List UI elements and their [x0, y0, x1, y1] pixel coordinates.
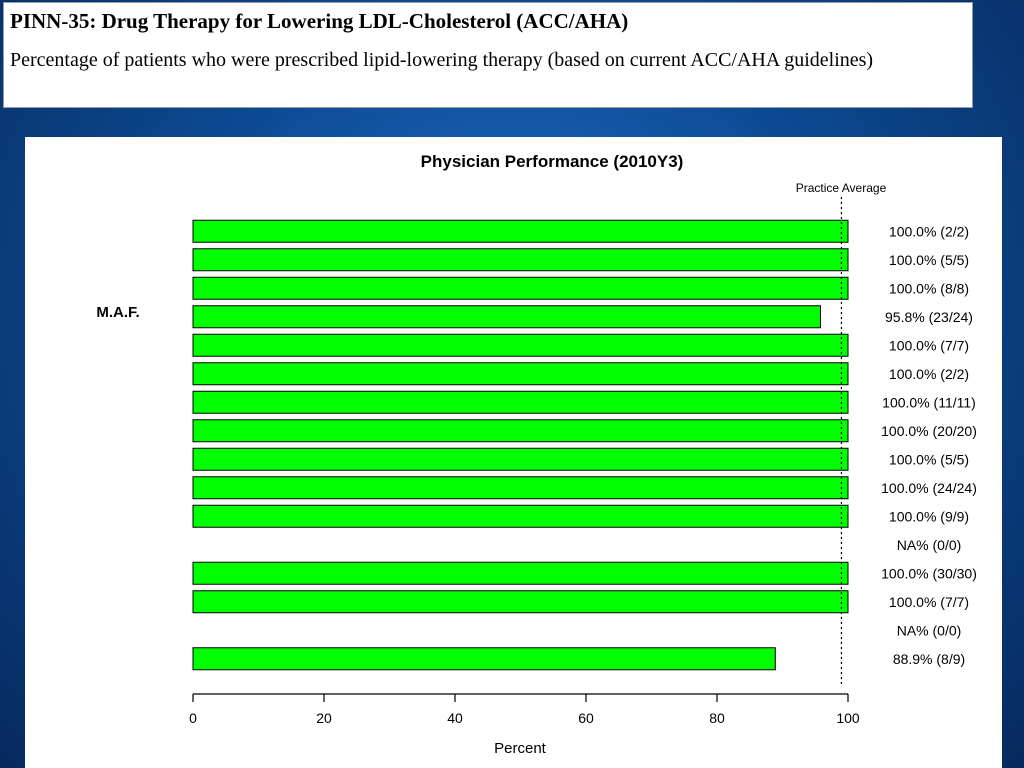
x-tick-label: 80 — [709, 710, 725, 726]
measure-description: Percentage of patients who were prescrib… — [10, 49, 874, 71]
bar — [192, 333, 849, 357]
highlighted-physician-label: M.A.F. — [96, 304, 139, 321]
bar-value-label: 88.9% (8/9) — [893, 651, 965, 667]
bar — [192, 476, 849, 500]
bar — [192, 590, 849, 614]
bar — [192, 305, 821, 329]
chart-panel: Physician Performance (2010Y3) Practice … — [25, 137, 1002, 768]
bar-value-label: 100.0% (20/20) — [881, 423, 977, 439]
x-tick-label: 0 — [189, 710, 197, 726]
practice-average-label: Practice Average — [796, 181, 887, 195]
bar-value-label: 100.0% (5/5) — [889, 252, 969, 268]
bar-value-label: 100.0% (5/5) — [889, 451, 969, 467]
x-axis-title: Percent — [494, 740, 547, 757]
bar — [192, 219, 849, 243]
bar-value-label: 100.0% (7/7) — [889, 594, 969, 610]
measure-title: PINN-35: Drug Therapy for Lowering LDL-C… — [10, 9, 629, 33]
bar — [192, 390, 849, 414]
bar — [192, 276, 849, 300]
bar-value-label: 100.0% (8/8) — [889, 280, 969, 296]
x-tick-label: 60 — [578, 710, 594, 726]
bar — [192, 362, 849, 386]
bar — [192, 447, 849, 471]
bar-value-label: 100.0% (30/30) — [881, 565, 977, 581]
x-tick-label: 100 — [836, 710, 860, 726]
bar-value-label: 100.0% (7/7) — [889, 337, 969, 353]
bar-value-label: 100.0% (2/2) — [889, 366, 969, 382]
bar-value-label: 100.0% (24/24) — [881, 480, 977, 496]
bar — [192, 419, 849, 443]
bar — [192, 561, 849, 585]
bar-value-label: NA% (0/0) — [897, 537, 962, 553]
performance-chart: Physician Performance (2010Y3) Practice … — [96, 152, 977, 757]
bar-value-label: NA% (0/0) — [897, 622, 962, 638]
bar-value-label: 100.0% (2/2) — [889, 223, 969, 239]
bar-value-label: 100.0% (9/9) — [889, 508, 969, 524]
x-tick-label: 20 — [316, 710, 332, 726]
bar-value-label: 100.0% (11/11) — [882, 394, 976, 410]
measure-header: PINN-35: Drug Therapy for Lowering LDL-C… — [3, 2, 973, 108]
chart-title: Physician Performance (2010Y3) — [421, 152, 684, 171]
bar — [192, 647, 776, 671]
bar-value-label: 95.8% (23/24) — [885, 309, 973, 325]
x-tick-label: 40 — [447, 710, 463, 726]
bar — [192, 248, 849, 272]
bar — [192, 504, 849, 528]
